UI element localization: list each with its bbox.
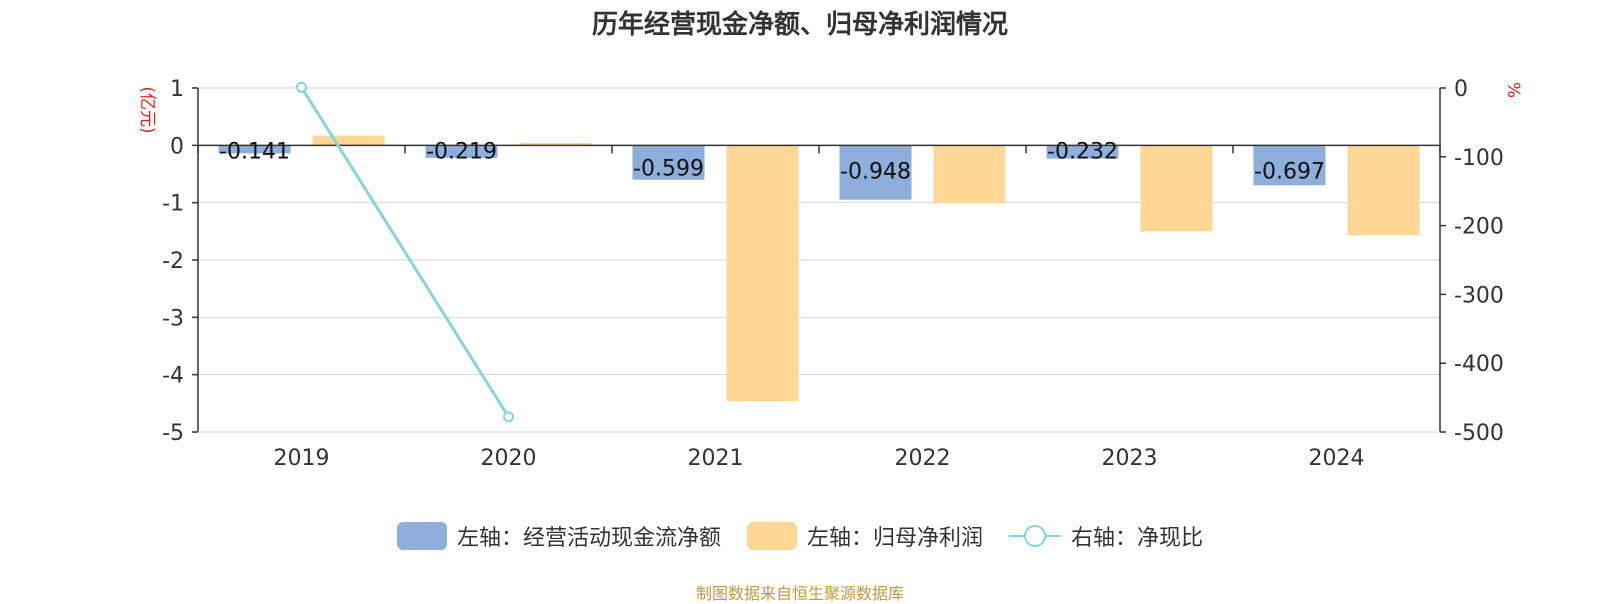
right-axis-tick-label: -200 <box>1454 215 1504 240</box>
ratio-line <box>300 86 510 418</box>
bar-net-profit-2021 <box>726 145 799 402</box>
bar-cash-flow-2020 <box>425 145 498 158</box>
right-axis-tick-label: -300 <box>1454 283 1504 308</box>
data-label-cash-flow-2020: -0.219 <box>426 139 497 164</box>
bar-cash-flow-2022 <box>839 145 912 200</box>
left-axis-tick-label: -1 <box>162 192 184 217</box>
bar-net-profit-2019 <box>312 135 385 146</box>
legend-label-net-profit: 左轴：归母净利润 <box>806 526 983 551</box>
left-axis-tick-label: 1 <box>170 77 184 102</box>
source-note: 制图数据来自恒生聚源数据库 <box>695 584 904 603</box>
chart-plot: 1 0 -1 -2 -3 -4 -5 (亿元) 0 -100 -200 -300 -400 -500% 20… <box>137 77 1523 471</box>
legend-swatch-ratio <box>1009 522 1061 550</box>
chart-legend: 左轴：经营活动现金流净额 左轴：归母净利润 右轴：净现比 <box>0 520 1600 552</box>
left-axis-tick-label: -4 <box>162 364 184 389</box>
x-axis-label-2023: 2023 <box>1102 446 1158 471</box>
x-axis-label-2019: 2019 <box>274 446 330 471</box>
bar-cash-flow-2019 <box>218 145 291 154</box>
bar-net-profit-2022 <box>933 145 1006 204</box>
data-label-cash-flow-2024: -0.697 <box>1254 159 1325 184</box>
legend-item-ratio[interactable]: 右轴：净现比 <box>1009 520 1203 552</box>
x-axis-label-2022: 2022 <box>895 446 951 471</box>
left-axis-tick-label: -3 <box>162 306 184 331</box>
left-axis-tick-label: -2 <box>162 249 184 274</box>
chart-title: 历年经营现金净额、归母净利润情况 <box>591 10 1008 40</box>
bar-net-profit-2024 <box>1347 145 1420 236</box>
right-axis-tick-label: -100 <box>1454 146 1504 171</box>
left-axis-unit-label: (亿元) <box>137 86 157 133</box>
legend-item-cash-flow[interactable]: 左轴：经营活动现金流净额 <box>396 520 721 552</box>
bar-cash-flow-2024 <box>1253 145 1326 186</box>
legend-label-cash-flow: 左轴：经营活动现金流净额 <box>456 526 721 551</box>
right-axis-unit-label: % <box>1503 82 1523 98</box>
data-label-cash-flow-2019: -0.141 <box>219 139 290 164</box>
data-label-cash-flow-2021: -0.599 <box>633 157 704 182</box>
bar-net-profit-2020 <box>519 143 592 146</box>
legend-label-ratio: 右轴：净现比 <box>1071 526 1204 551</box>
legend-item-net-profit[interactable]: 左轴：归母净利润 <box>746 520 983 552</box>
x-axis-label-2021: 2021 <box>688 446 744 471</box>
x-axis-label-2024: 2024 <box>1309 446 1365 471</box>
legend-swatch-net-profit <box>746 522 797 550</box>
bar-cash-flow-2021 <box>632 145 705 180</box>
right-axis-tick-label: -400 <box>1454 352 1504 377</box>
x-axis-label-2020: 2020 <box>481 446 537 471</box>
right-axis-tick-label: -500 <box>1454 421 1504 446</box>
left-axis-tick-label: 0 <box>170 134 184 159</box>
ratio-point-0 <box>296 81 307 93</box>
data-label-cash-flow-2022: -0.948 <box>840 159 911 184</box>
data-label-cash-flow-2023: -0.232 <box>1047 139 1118 164</box>
bar-cash-flow-2023 <box>1046 145 1119 159</box>
left-axis-tick-label: -5 <box>162 421 184 446</box>
right-axis-tick-label: 0 <box>1454 77 1468 102</box>
bar-net-profit-2023 <box>1140 145 1213 232</box>
legend-swatch-cash-flow <box>396 522 447 550</box>
ratio-point-1 <box>503 411 514 423</box>
